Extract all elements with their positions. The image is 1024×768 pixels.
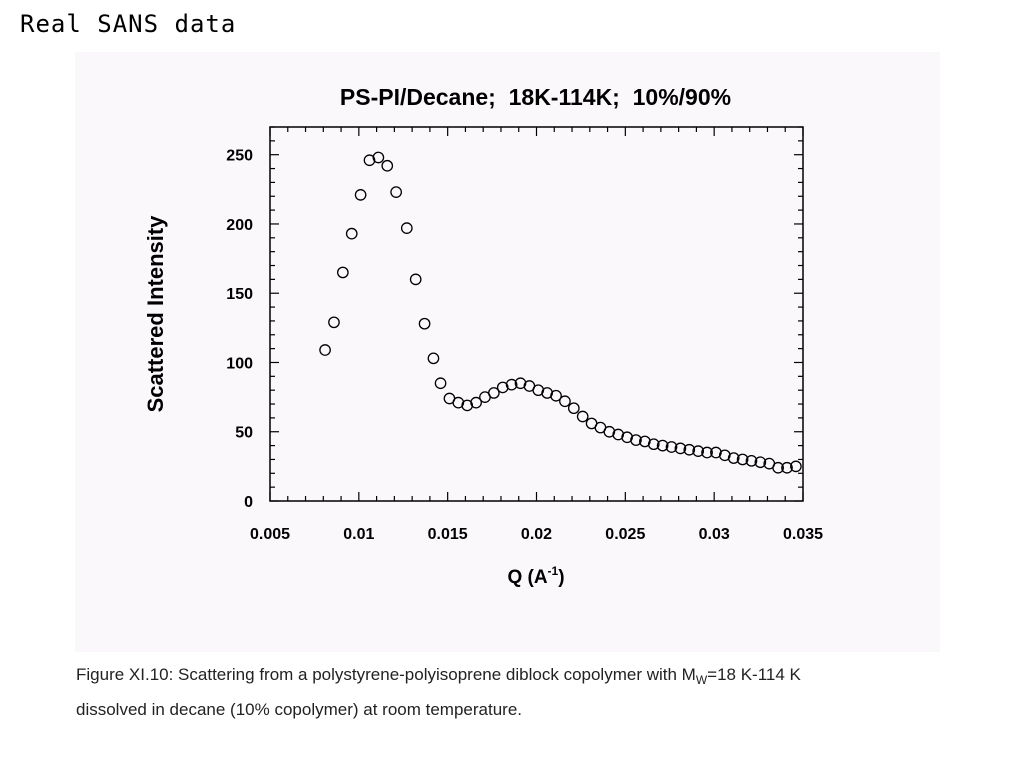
data-point [674, 442, 687, 455]
x-axis-label-sup: -1 [548, 564, 559, 578]
data-point [505, 378, 518, 391]
data-point [470, 396, 482, 409]
data-point [781, 461, 793, 474]
caption-line-2: dissolved in decane (10% copolymer) at r… [76, 700, 522, 719]
data-point [772, 461, 784, 474]
data-point [665, 441, 678, 453]
caption-subscript: W [695, 673, 708, 687]
data-point [319, 344, 331, 356]
data-point [400, 222, 413, 234]
tick-marks [269, 126, 804, 502]
data-point [390, 186, 402, 198]
y-tick-label: 200 [226, 217, 253, 234]
y-tick-label: 0 [244, 494, 253, 511]
data-point [550, 389, 562, 402]
caption-line-1-end: =18 K-114 K [707, 665, 801, 684]
chart-title: PS-PI/Decane; 18K-114K; 10%/90% [339, 84, 732, 110]
data-point [328, 316, 340, 329]
tick-labels: 0.005 0.01 0.015 0.02 0.025 0.03 0.035 0 50 100 15… [226, 148, 823, 543]
x-tick-label: 0.015 [428, 526, 468, 543]
data-point [647, 438, 660, 451]
data-point [576, 410, 589, 423]
data-point [701, 446, 713, 459]
data-point [418, 317, 431, 330]
data-point [727, 452, 740, 464]
data-point [683, 443, 696, 456]
data-point [488, 387, 500, 399]
x-axis-label-text: Q (A [507, 567, 547, 588]
y-tick-label: 150 [226, 286, 253, 303]
x-tick-label: 0.035 [783, 526, 823, 543]
slide-title: Real SANS data [20, 10, 237, 38]
x-axis-label-close: ) [558, 567, 564, 588]
caption-line-1: Figure XI.10: Scattering from a polystyr… [76, 660, 976, 695]
data-point [434, 377, 447, 390]
data-point [736, 453, 749, 466]
x-tick-label: 0.005 [250, 526, 290, 543]
data-point [754, 456, 767, 469]
data-point [559, 395, 571, 408]
x-tick-label: 0.03 [699, 526, 730, 543]
data-point [345, 227, 358, 240]
data-point [790, 460, 802, 473]
data-point [745, 454, 758, 467]
data-points [319, 151, 802, 474]
y-tick-label: 100 [226, 355, 253, 372]
data-point [372, 151, 385, 164]
x-tick-label: 0.025 [605, 526, 645, 543]
data-point [427, 352, 440, 365]
data-point [630, 434, 642, 446]
x-axis-label: Q (A-1) [507, 564, 564, 588]
y-tick-label: 250 [226, 148, 253, 165]
data-point [656, 439, 669, 452]
y-tick-label: 50 [235, 425, 253, 442]
axes [269, 126, 804, 502]
data-point [567, 402, 580, 415]
plot-frame [269, 126, 804, 502]
x-tick-label: 0.02 [521, 526, 552, 543]
figure-panel [75, 52, 940, 652]
figure-caption: Figure XI.10: Scattering from a polystyr… [76, 660, 976, 724]
data-point [336, 266, 349, 279]
data-point [354, 189, 367, 201]
caption-line-1-text: Figure XI.10: Scattering from a polystyr… [76, 665, 696, 684]
y-axis-label: Scattered Intensity [143, 215, 168, 413]
data-point [381, 159, 394, 172]
data-point [409, 273, 422, 286]
data-point [692, 445, 705, 457]
x-tick-label: 0.01 [343, 526, 374, 543]
